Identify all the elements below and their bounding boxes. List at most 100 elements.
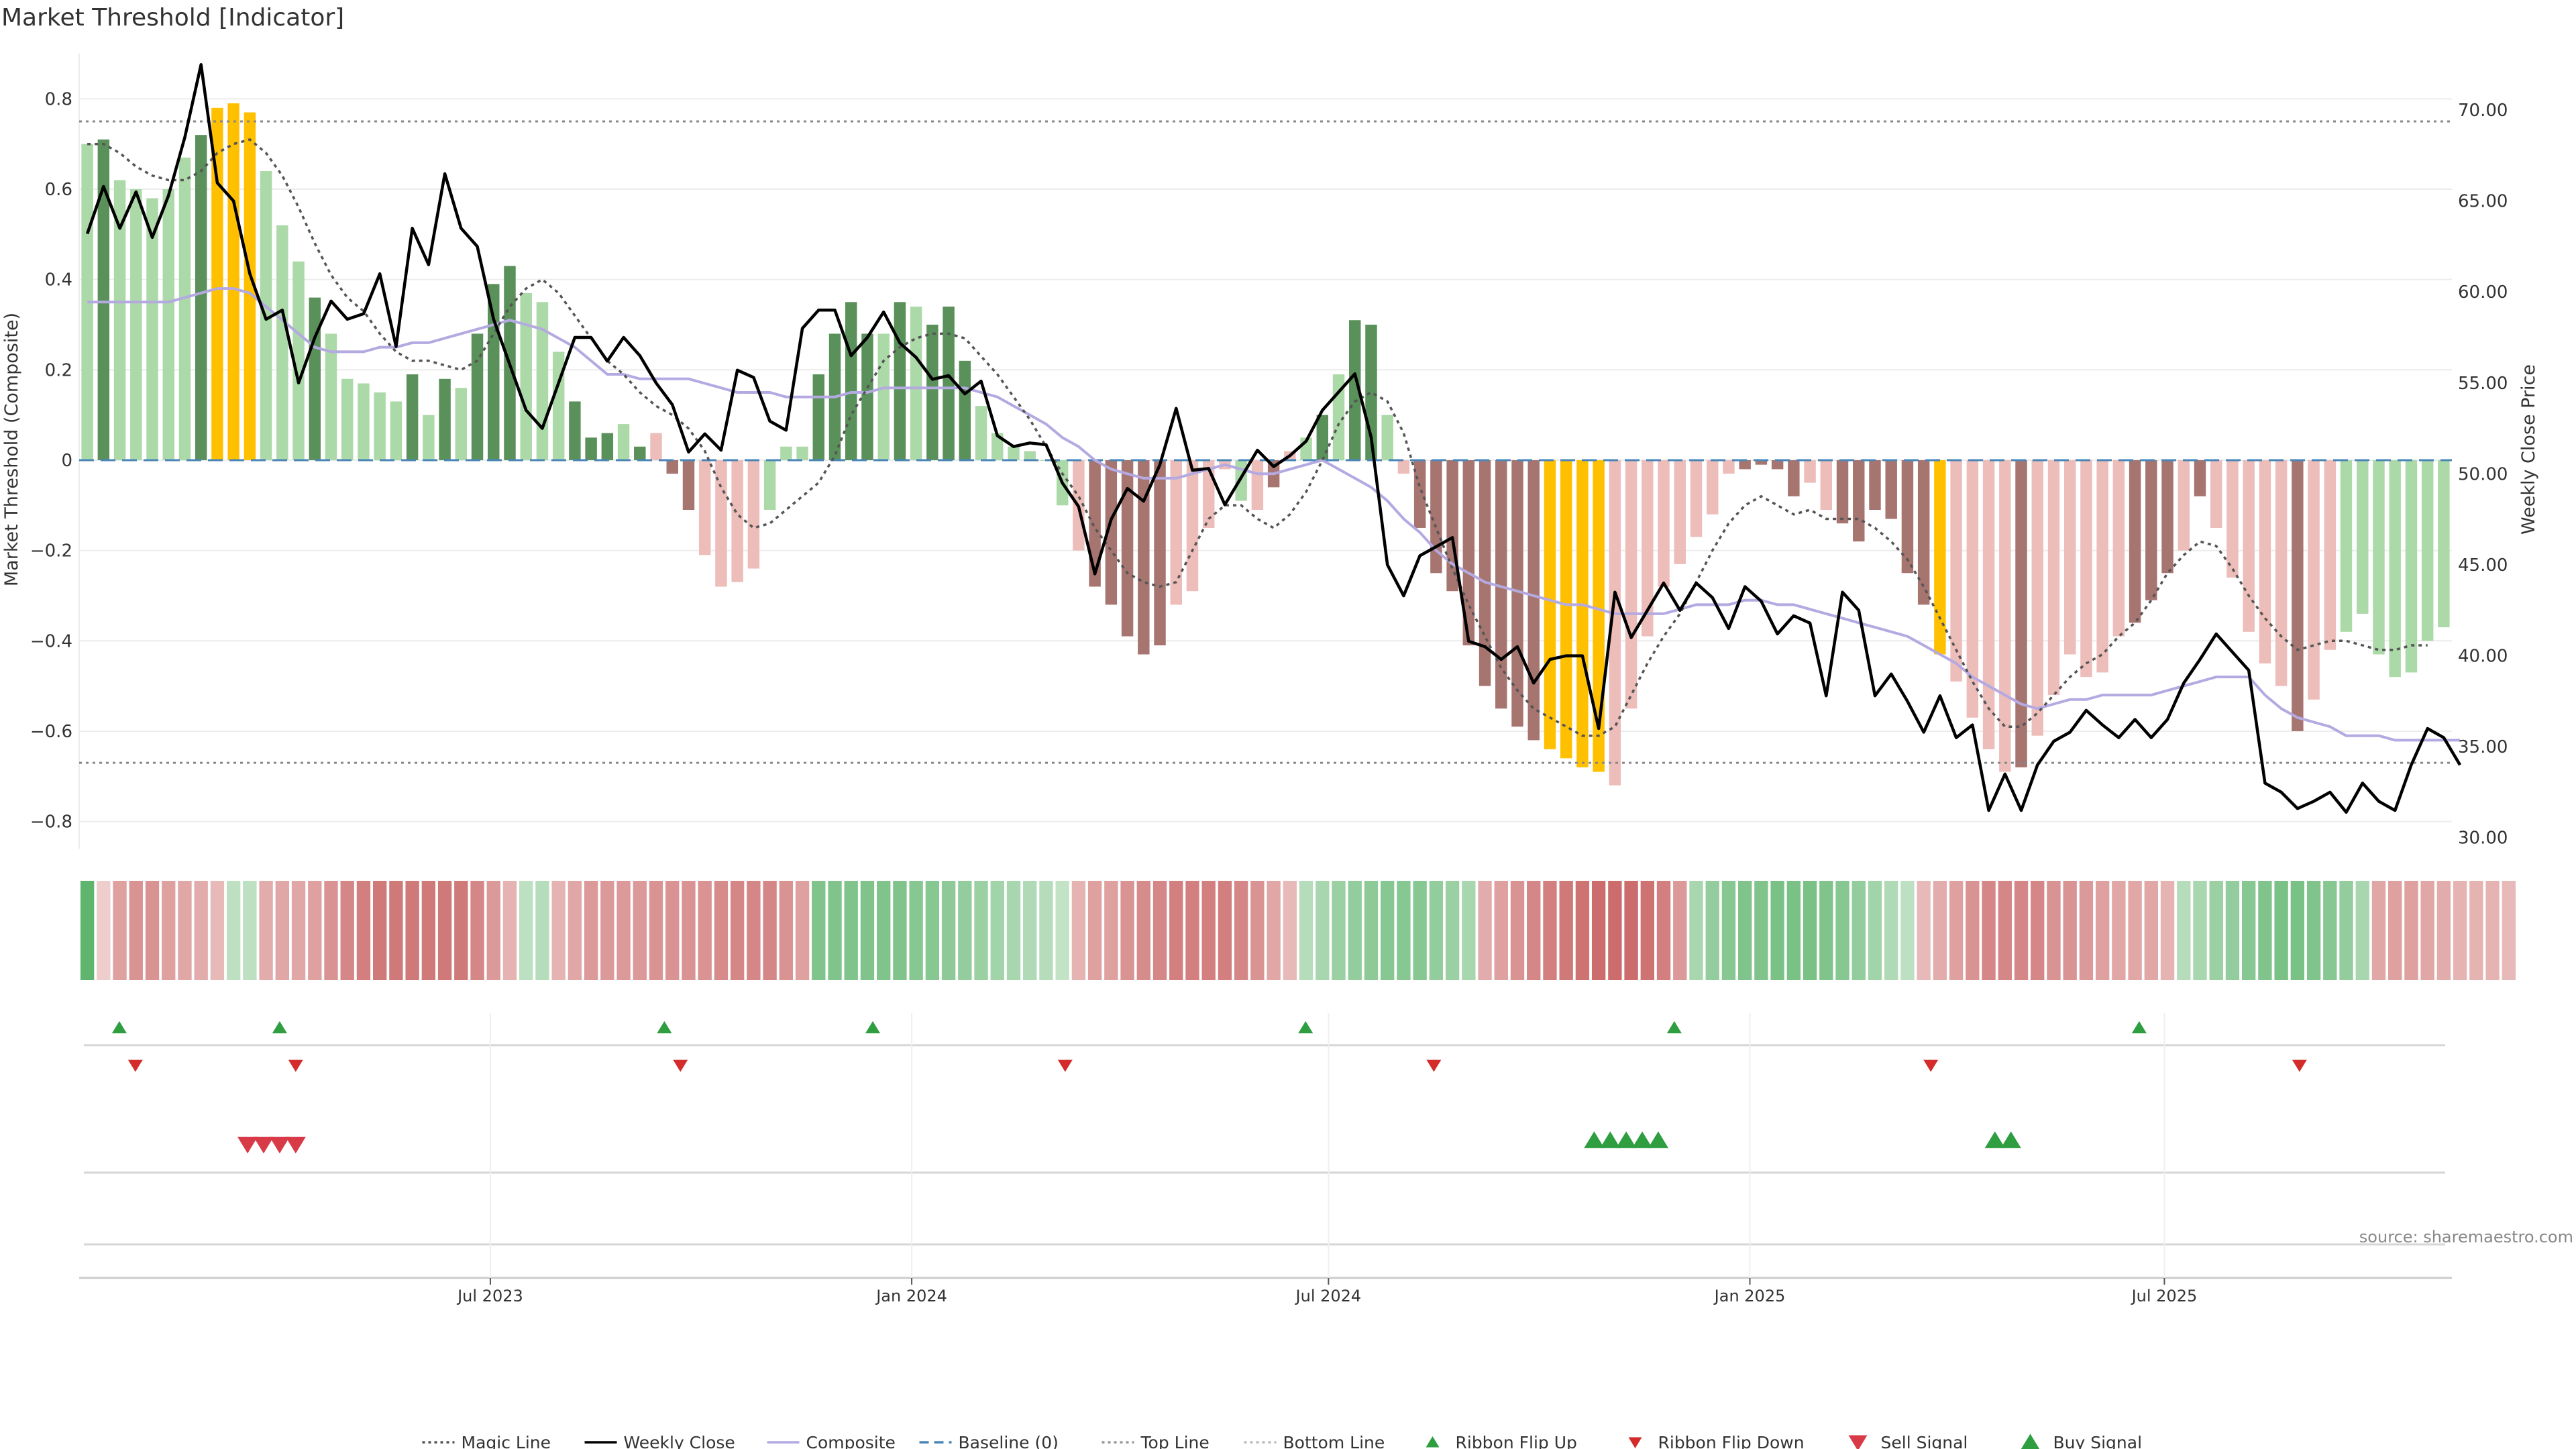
composite-bar	[1771, 460, 1784, 470]
ribbon-cell	[1543, 881, 1557, 980]
composite-bar	[1479, 460, 1491, 686]
ribbon-cell	[129, 881, 143, 980]
source-label: source: sharemaestro.com	[2359, 1228, 2573, 1246]
composite-bar	[471, 333, 484, 460]
ribbon-cell	[178, 881, 192, 980]
y-tick-label-right: 55.00	[2458, 374, 2508, 394]
ribbon-cell	[1819, 881, 1833, 980]
ribbon-cell	[2258, 881, 2272, 980]
ribbon-cell	[1673, 881, 1687, 980]
ribbon-cell	[1835, 881, 1849, 980]
ribbon-cell	[1900, 881, 1915, 980]
composite-bar	[1511, 460, 1523, 727]
ribbon-cell	[454, 881, 468, 980]
ribbon-cell	[113, 881, 127, 980]
ribbon-cell	[243, 881, 257, 980]
ribbon-cell	[405, 881, 419, 980]
composite-bar	[1138, 460, 1150, 655]
legend-item: Composite	[767, 1433, 896, 1449]
composite-bar	[1966, 460, 1979, 718]
ribbon-cell	[633, 881, 647, 980]
weekly-close-line	[85, 63, 2462, 814]
ribbon-cell	[2388, 881, 2402, 980]
y-tick-label-right: 45.00	[2458, 555, 2508, 576]
buy-signal-marker	[1584, 1131, 1605, 1148]
ribbon-cell	[1591, 881, 1606, 980]
ribbon-cell	[860, 881, 875, 980]
composite-bar	[812, 374, 825, 460]
ribbon-cell	[2339, 881, 2353, 980]
composite-bar	[520, 292, 532, 460]
x-tick-label: Jul 2025	[2131, 1287, 2198, 1305]
ribbon-cell	[2371, 881, 2386, 980]
ribbon-cell	[308, 881, 322, 980]
ribbon-cell	[194, 881, 208, 980]
legend: Magic Line Weekly Close Composite Baseline …	[422, 1433, 2142, 1449]
ribbon-cell	[1933, 881, 1947, 980]
ribbon-cell	[844, 881, 858, 980]
ribbon-cell	[2241, 881, 2256, 980]
ribbon-cell	[1316, 881, 1330, 980]
legend-label: Magic Line	[462, 1433, 551, 1449]
composite-bar	[1251, 460, 1264, 511]
composite-bar	[2210, 460, 2222, 528]
composite-line	[87, 287, 2461, 742]
composite-bar	[113, 180, 126, 460]
legend-item: Buy Signal	[2021, 1433, 2142, 1449]
ribbon-cell	[1250, 881, 1265, 980]
composite-bar	[1089, 460, 1101, 587]
composite-bar	[1674, 460, 1686, 564]
ribbon-cell	[1656, 881, 1671, 980]
ribbon-cell	[1640, 881, 1654, 980]
composite-bar	[2292, 460, 2304, 731]
ribbon-cell	[97, 881, 111, 980]
ribbon-cell	[2274, 881, 2288, 980]
ribbon-cell	[1218, 881, 1232, 980]
composite-bar	[423, 415, 435, 460]
ribbon-flip-up-marker	[865, 1021, 881, 1034]
ribbon-cell	[828, 881, 842, 980]
composite-bar	[1917, 460, 1930, 605]
composite-bar	[1527, 460, 1540, 741]
ribbon-cell	[1429, 881, 1444, 980]
legend-swatch	[1426, 1436, 1440, 1448]
composite-bar	[2063, 460, 2076, 655]
composite-bar	[682, 460, 695, 511]
y-tick-label-right: 60.00	[2458, 282, 2508, 303]
y-tick-label-left: −0.2	[30, 541, 72, 561]
ribbon-cell	[1868, 881, 1882, 980]
composite-bar	[97, 139, 110, 460]
y-tick-label-right: 35.00	[2458, 737, 2508, 757]
composite-bar	[2340, 460, 2353, 632]
ribbon-flip-up-marker	[1298, 1021, 1313, 1034]
composite-bar	[341, 378, 354, 460]
composite-bar	[926, 324, 938, 460]
ribbon-cell	[600, 881, 614, 980]
composite-bar	[536, 302, 549, 460]
y-axis-label-left: Market Threshold (Composite)	[1, 313, 22, 586]
composite-bar	[130, 189, 142, 460]
ribbon-cell	[795, 881, 810, 980]
ribbon-flip-down-marker	[1426, 1059, 1442, 1072]
ribbon-cell	[730, 881, 745, 980]
ribbon-flip-down-marker	[673, 1059, 688, 1072]
ribbon-cell	[2063, 881, 2077, 980]
legend-item: Bottom Line	[1244, 1433, 1385, 1449]
ribbon-cell	[437, 881, 452, 980]
ribbon-cell	[535, 881, 549, 980]
y-tick-label-left: 0.6	[45, 180, 72, 200]
y-tick-label-left: −0.8	[30, 812, 72, 833]
x-tick-label: Jul 2024	[1295, 1287, 1362, 1305]
composite-bar	[406, 374, 419, 460]
composite-bar	[877, 333, 890, 460]
composite-bar	[2161, 460, 2174, 574]
legend-label: Top Line	[1140, 1433, 1210, 1449]
ribbon-cell	[893, 881, 907, 980]
ribbon-cell	[812, 881, 826, 980]
composite-bar	[309, 297, 321, 460]
composite-bar	[1349, 320, 1361, 460]
legend-item: Ribbon Flip Up	[1426, 1433, 1577, 1449]
ribbon-cell	[519, 881, 533, 980]
composite-bar	[2421, 460, 2434, 641]
